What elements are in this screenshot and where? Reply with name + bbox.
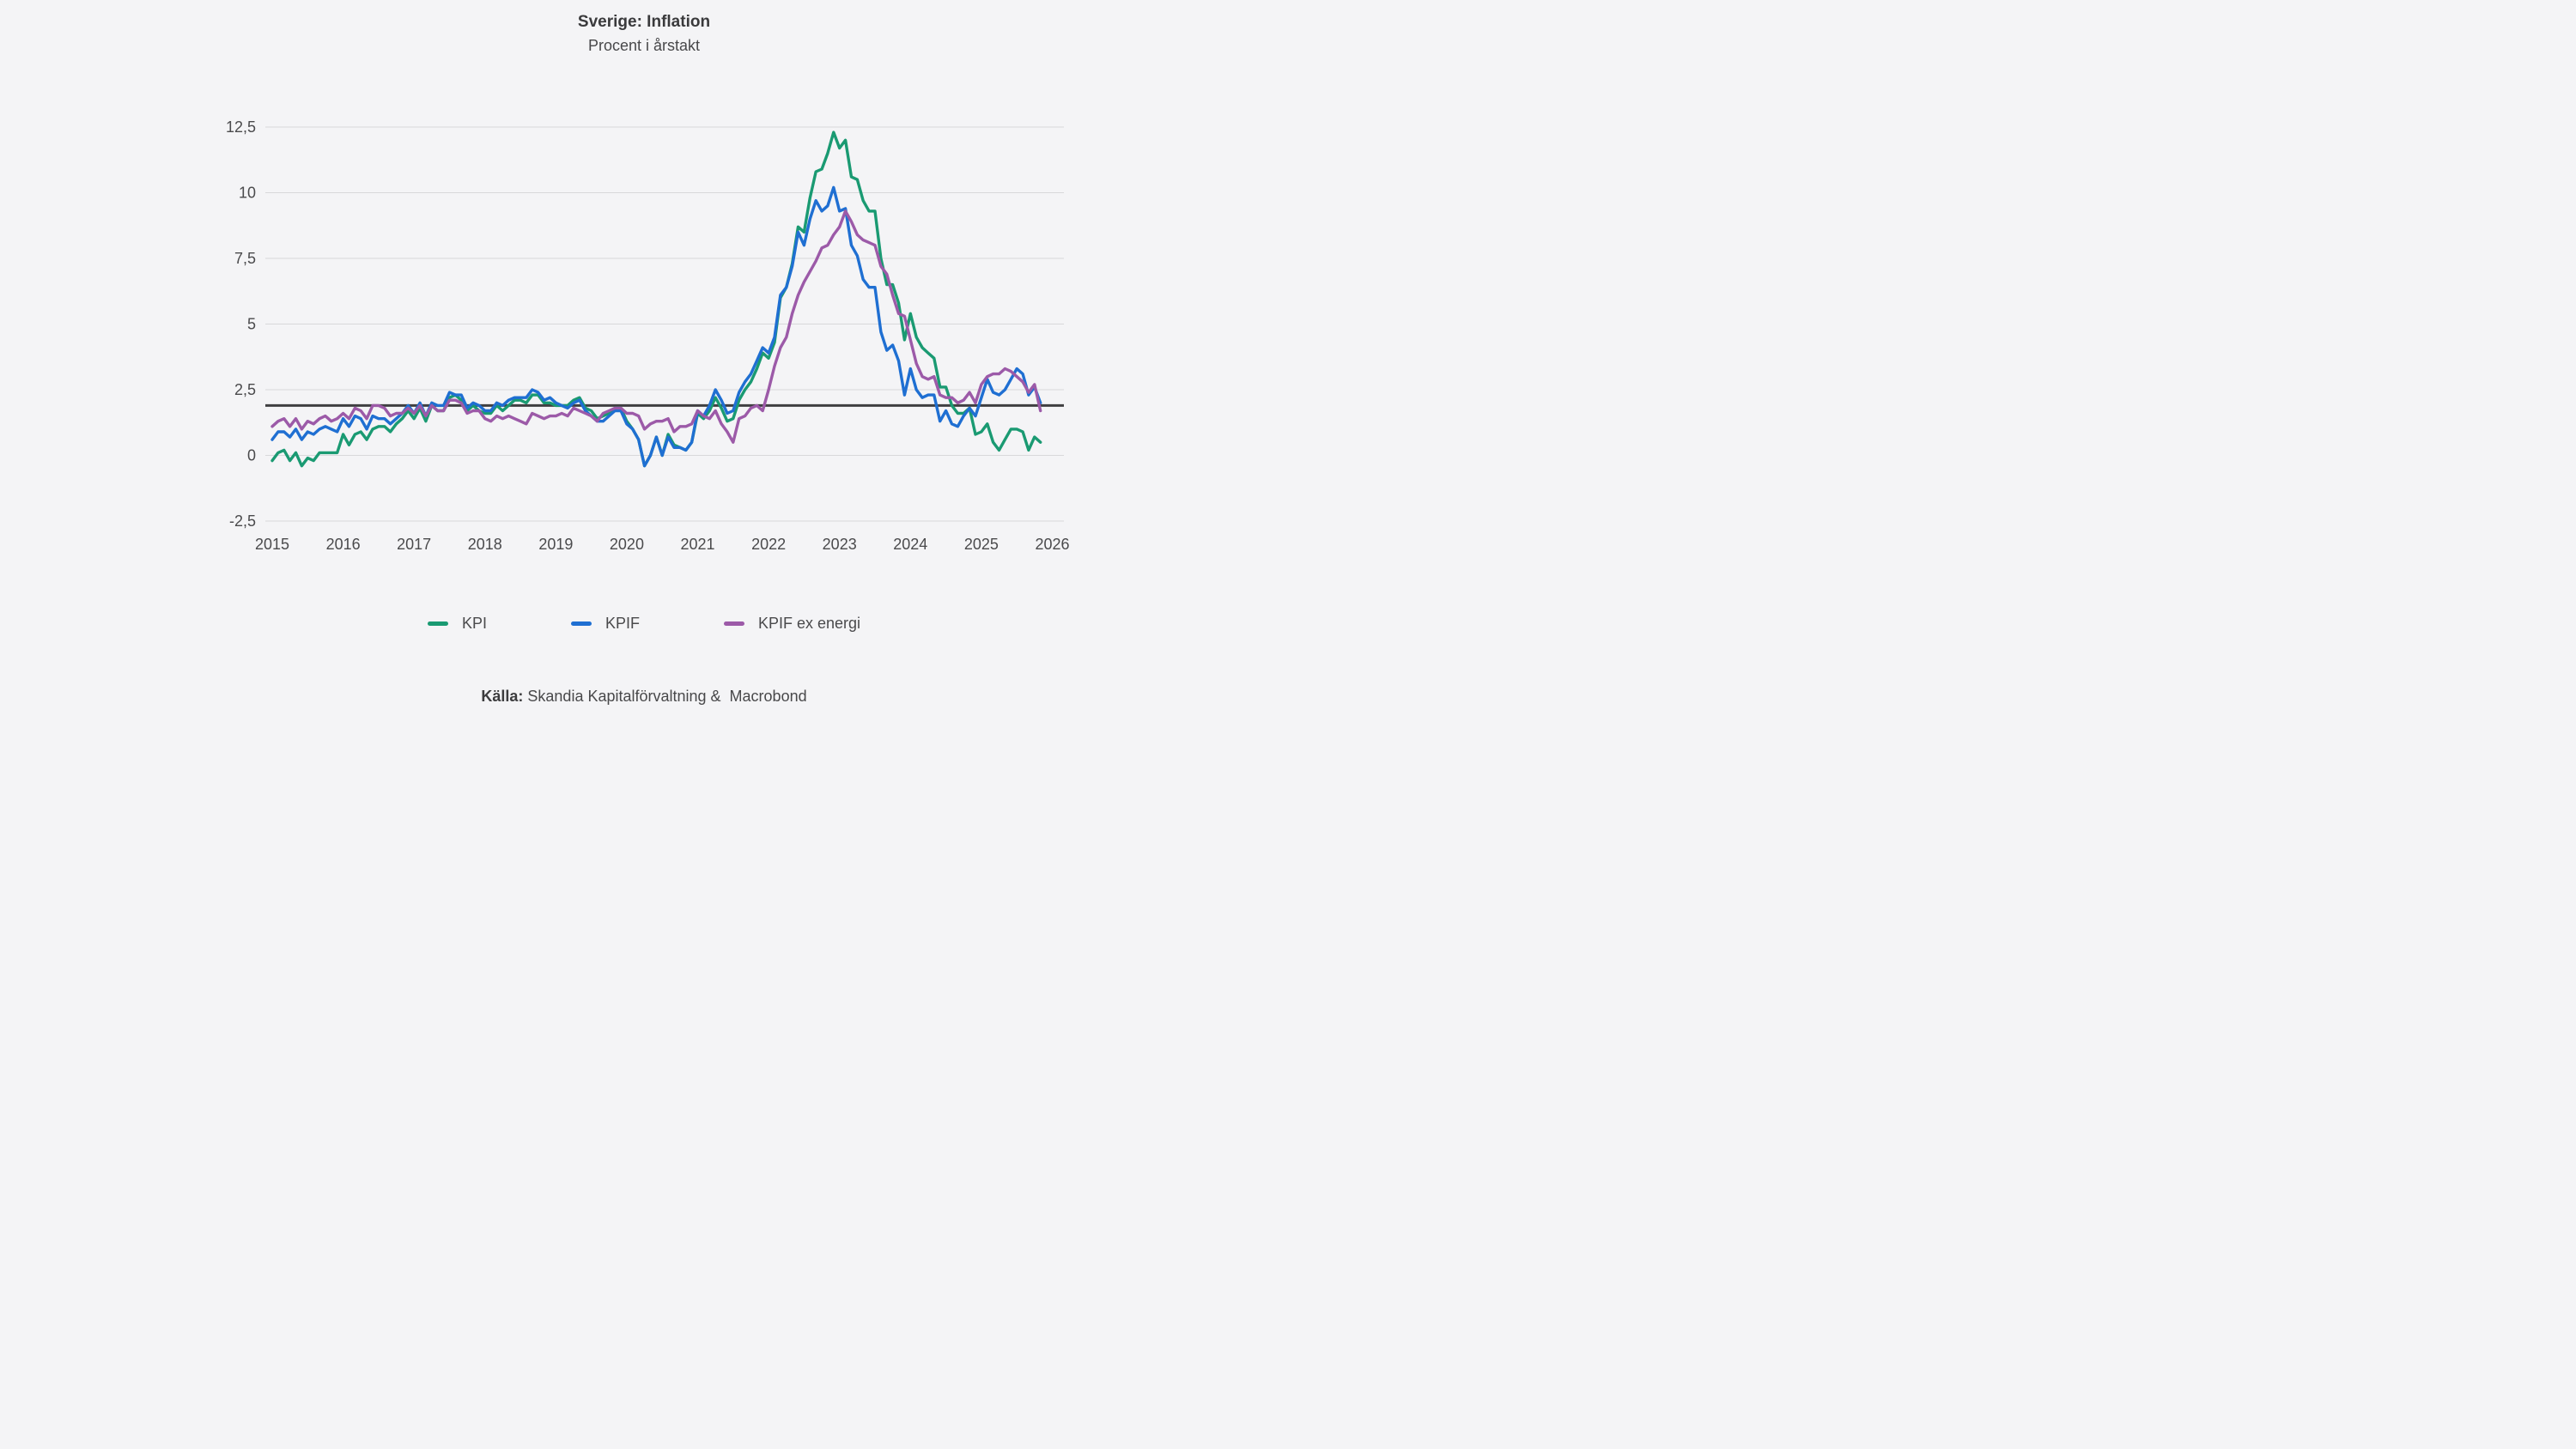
x-axis-tick-label: 2015 (255, 536, 289, 553)
kpif-ex-energi-legend-swatch-icon (723, 621, 744, 626)
kpif-legend-label: KPIF (605, 615, 640, 632)
x-axis-tick-label: 2021 (681, 536, 715, 553)
y-axis-tick-label: -2,5 (229, 512, 256, 530)
source-line: Källa: Skandia Kapitalförvaltning & Macr… (0, 688, 1288, 706)
x-axis-tick-label: 2018 (468, 536, 502, 553)
y-axis-tick-label: 10 (239, 185, 256, 202)
series-line-kpif-ex-energi (270, 209, 1042, 444)
legend-item-kpif-ex-energi: KPIF ex energi (723, 615, 861, 633)
x-axis-tick-label: 2017 (397, 536, 431, 553)
legend-item-kpi: KPI (427, 615, 487, 633)
y-axis-tick-label: 5 (247, 316, 256, 333)
kpif-ex-energi-legend-label: KPIF ex energi (757, 615, 861, 632)
y-axis-tick-label: 0 (247, 447, 256, 464)
inflation-line-chart: 12,5 10 7,5 5 2,5 0 -2,5 2015 2016 2017 2018 2019 20… (226, 118, 1070, 553)
chart-legend: KPI KPIF KPIF ex energi (0, 615, 1288, 633)
y-axis-tick-label: 7,5 (234, 250, 256, 267)
chart-title: Sverige: Inflation (577, 13, 711, 31)
source-label: Källa: (481, 688, 524, 705)
x-axis-tick-label: 2025 (964, 536, 999, 553)
kpi-legend-label: KPI (461, 615, 487, 632)
y-axis-tick-label: 2,5 (234, 381, 256, 398)
source-text: Skandia Kapitalförvaltning & Macrobond (523, 688, 807, 705)
x-axis-tick-label: 2022 (751, 536, 786, 553)
x-axis-tick-label: 2019 (538, 536, 573, 553)
x-axis-tick-label: 2016 (326, 536, 361, 553)
chart-subtitle: Procent i årstakt (587, 37, 701, 54)
x-axis-tick-label: 2026 (1035, 536, 1069, 553)
x-axis-tick-label: 2024 (893, 536, 927, 553)
x-axis-tick-label: 2020 (610, 536, 644, 553)
series-line-kpif (270, 185, 1042, 468)
legend-item-kpif: KPIF (570, 615, 640, 633)
kpif-legend-swatch-icon (570, 621, 592, 626)
series-line-kpi (270, 130, 1042, 468)
kpi-legend-swatch-icon (427, 621, 448, 626)
chart-header: Sverige: Inflation Procent i årstakt (0, 12, 1288, 55)
y-axis-tick-label: 12,5 (226, 118, 256, 136)
x-axis-tick-label: 2023 (823, 536, 857, 553)
